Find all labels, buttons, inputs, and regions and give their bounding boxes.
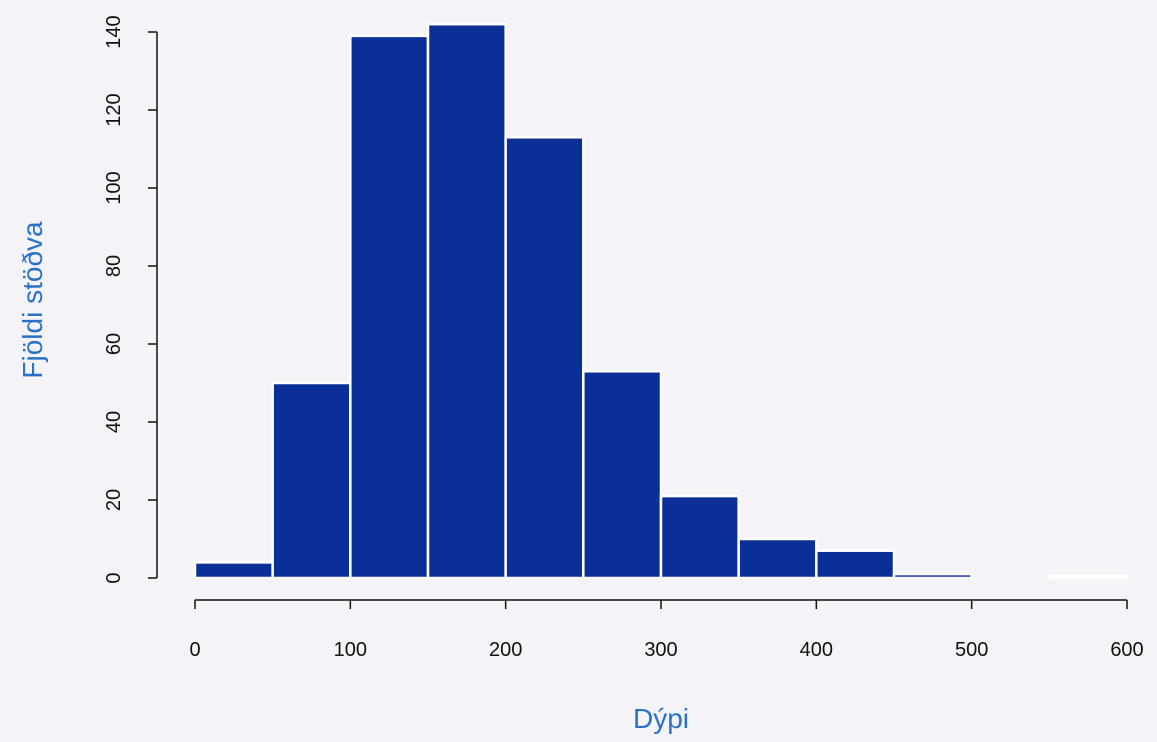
x-tick-label: 400 xyxy=(800,639,833,661)
y-axis: 0 20 40 60 80 100 120 140 xyxy=(103,15,158,584)
histogram-bar xyxy=(426,22,507,580)
y-tick-label: 0 xyxy=(103,572,125,583)
histogram-bar xyxy=(349,34,430,580)
x-axis-title: Dýpi xyxy=(633,703,689,734)
y-tick-label: 20 xyxy=(103,489,125,511)
histogram-bar xyxy=(582,370,663,580)
x-tick-label: 300 xyxy=(644,639,677,661)
bars-group xyxy=(193,22,1129,580)
x-tick-label: 200 xyxy=(489,639,522,661)
histogram-bar xyxy=(504,136,585,580)
x-tick-label: 100 xyxy=(334,639,367,661)
y-tick-label: 140 xyxy=(103,15,125,48)
x-axis: 0 100 200 300 400 500 600 xyxy=(189,599,1144,661)
y-tick-label: 60 xyxy=(103,333,125,355)
x-tick-label: 600 xyxy=(1110,639,1143,661)
x-tick-label: 500 xyxy=(955,639,988,661)
y-axis-title: Fjöldi stöðva xyxy=(17,221,48,379)
y-tick-label: 120 xyxy=(103,93,125,126)
x-tick-label: 0 xyxy=(189,639,200,661)
histogram-bar xyxy=(815,549,896,580)
histogram-bar xyxy=(737,537,818,580)
y-tick-label: 100 xyxy=(103,171,125,204)
y-tick-label: 40 xyxy=(103,411,125,433)
y-tick-label: 80 xyxy=(103,255,125,277)
histogram-bar xyxy=(271,381,352,580)
histogram-bar xyxy=(659,494,740,580)
histogram-bar xyxy=(892,572,973,580)
histogram-bar xyxy=(1048,574,1129,580)
histogram-bar xyxy=(193,561,274,580)
